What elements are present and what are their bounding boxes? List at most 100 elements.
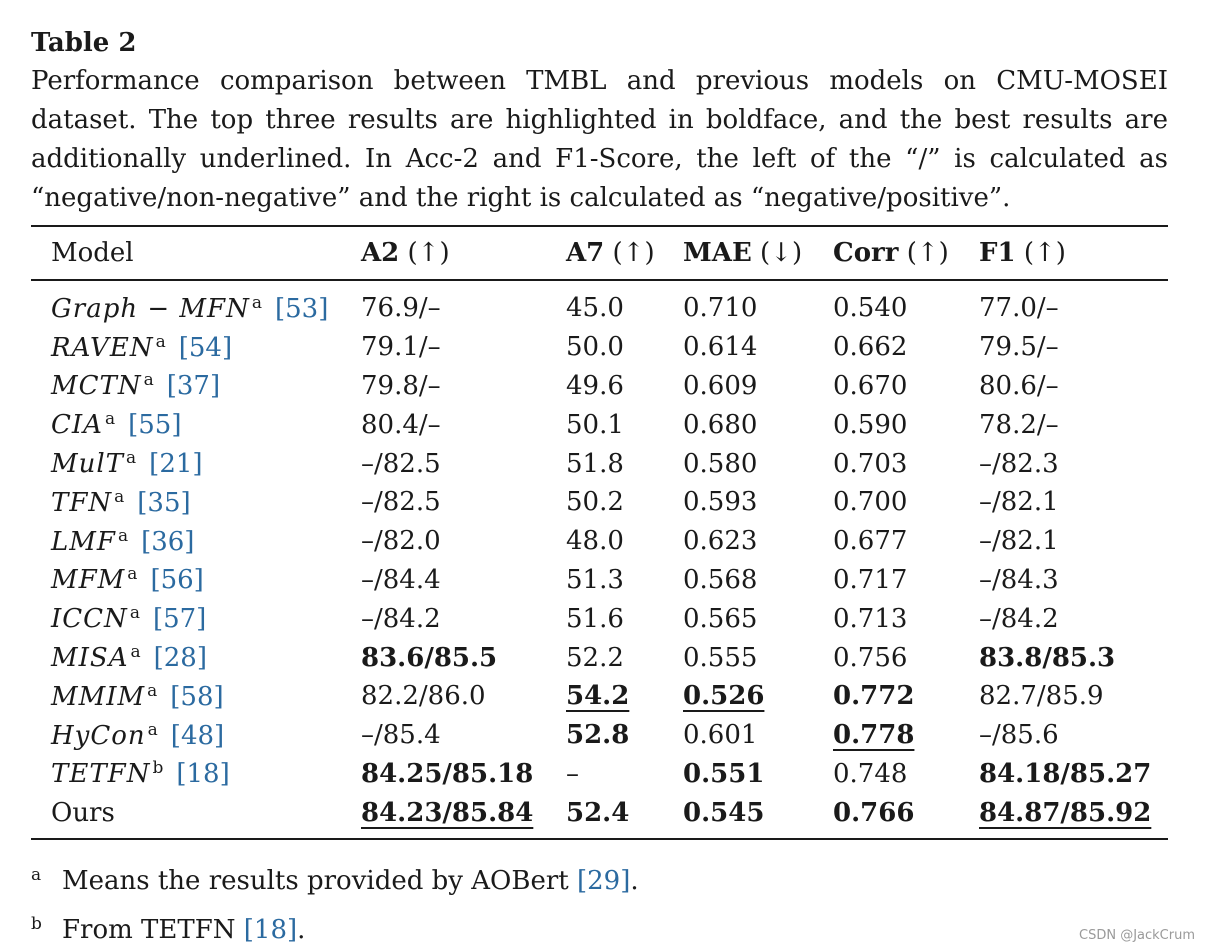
citation-link[interactable]: [37]: [166, 371, 221, 402]
table-title: Table 2: [31, 28, 137, 58]
mae-cell: 0.609: [683, 367, 833, 406]
corr-cell: 0.766: [833, 793, 979, 841]
table-row: HyCon a [48] –/85.4 52.8 0.601 0.778 –/85.6: [31, 716, 1168, 755]
cell-value: 51.3: [566, 564, 624, 595]
cell-value: 52.4: [566, 797, 630, 828]
cell-value: –/82.1: [979, 526, 1059, 557]
cell-value: –/82.3: [979, 448, 1059, 479]
corr-cell: 0.540: [833, 280, 979, 328]
model-cell: Ours: [31, 793, 361, 841]
citation-link[interactable]: [18]: [176, 759, 230, 790]
watermark: CSDN @JackCrum: [1079, 928, 1195, 943]
cell-value: 84.18/85.27: [979, 758, 1152, 789]
cell-value: 51.6: [566, 603, 624, 634]
cell-value: –/84.3: [979, 564, 1059, 595]
corr-cell: 0.748: [833, 755, 979, 794]
table-row: LMF a [36] –/82.0 48.0 0.623 0.677 –/82.1: [31, 522, 1168, 561]
footnote-marker: a: [147, 719, 158, 740]
footnote-marker: a: [104, 409, 116, 430]
cell-value: –: [566, 758, 579, 789]
footnote-marker: b: [152, 758, 164, 779]
citation-link[interactable]: [57]: [152, 604, 207, 635]
cell-value: –/82.0: [361, 526, 441, 557]
f1-cell: 83.8/85.3: [979, 638, 1168, 677]
citation-link[interactable]: [29]: [576, 866, 631, 897]
cell-value: 0.623: [683, 526, 758, 557]
model-name: LMF: [51, 526, 116, 557]
f1-cell: –/82.1: [979, 483, 1168, 522]
citation-link[interactable]: [18]: [243, 915, 298, 946]
cell-value: 0.778: [833, 720, 915, 751]
table-row: Graph − MFN a [53] 76.9/– 45.0 0.710 0.540 77.…: [31, 280, 1168, 328]
cell-value: –/82.5: [361, 487, 441, 518]
cell-value: 0.662: [833, 332, 908, 363]
cell-value: 52.8: [566, 720, 630, 751]
model-name: MCTN: [51, 371, 142, 402]
mae-cell: 0.680: [683, 405, 833, 444]
header-f1: F1 (↑): [979, 225, 1168, 281]
a7-cell: 52.2: [566, 638, 683, 677]
header-row: Model A2 (↑) A7 (↑) MAE (↓) Corr (↑) F1 …: [31, 225, 1168, 281]
cell-value: 0.700: [833, 487, 908, 518]
a7-cell: 51.8: [566, 444, 683, 483]
cell-value: 82.7/85.9: [979, 681, 1104, 712]
header-corr: Corr (↑): [833, 225, 979, 281]
model-cell: MMIM a [58]: [31, 677, 361, 716]
cell-value: 79.1/–: [361, 332, 441, 363]
cell-value: 50.0: [566, 332, 624, 363]
citation-link[interactable]: [54]: [178, 332, 233, 363]
cell-value: 0.580: [683, 448, 758, 479]
citation-link[interactable]: [53]: [274, 293, 329, 324]
citation-link[interactable]: [58]: [170, 681, 224, 712]
results-table: Model A2 (↑) A7 (↑) MAE (↓) Corr (↑) F1 …: [31, 225, 1168, 841]
footnote-marker: a: [147, 680, 158, 701]
a7-cell: 54.2: [566, 677, 683, 716]
model-cell: LMF a [36]: [31, 522, 361, 561]
a7-cell: 50.2: [566, 483, 683, 522]
corr-cell: 0.772: [833, 677, 979, 716]
citation-link[interactable]: [55]: [128, 410, 182, 441]
cell-value: 0.555: [683, 642, 758, 673]
a2-cell: 84.23/85.84: [361, 793, 566, 841]
citation-link[interactable]: [36]: [141, 526, 195, 557]
cell-value: 0.540: [833, 293, 908, 324]
a2-cell: –/84.2: [361, 599, 566, 638]
table-row: ICCN a [57] –/84.2 51.6 0.565 0.713 –/84.2: [31, 599, 1168, 638]
citation-link[interactable]: [35]: [137, 487, 191, 518]
f1-cell: 77.0/–: [979, 280, 1168, 328]
model-name: MMIM: [51, 681, 146, 712]
header-mae: MAE (↓): [683, 225, 833, 281]
mae-cell: 0.545: [683, 793, 833, 841]
cell-value: 83.8/85.3: [979, 642, 1116, 673]
footnote-marker: a: [117, 525, 129, 546]
a7-cell: 45.0: [566, 280, 683, 328]
cell-value: 50.2: [566, 487, 624, 518]
citation-link[interactable]: [48]: [170, 720, 225, 751]
footnote-marker: a: [31, 865, 42, 886]
mae-cell: 0.593: [683, 483, 833, 522]
cell-value: 0.713: [833, 603, 908, 634]
table-row: MCTN a [37] 79.8/– 49.6 0.609 0.670 80.6/–: [31, 367, 1168, 406]
a7-cell: 49.6: [566, 367, 683, 406]
cell-value: 0.703: [833, 448, 908, 479]
table-row: CIA a [55] 80.4/– 50.1 0.680 0.590 78.2/–: [31, 405, 1168, 444]
cell-value: –/84.2: [361, 603, 441, 634]
cell-value: 49.6: [566, 370, 624, 401]
model-cell: ICCN a [57]: [31, 599, 361, 638]
cell-value: 54.2: [566, 681, 630, 712]
citation-link[interactable]: [28]: [153, 643, 207, 674]
mae-cell: 0.526: [683, 677, 833, 716]
cell-value: 0.614: [683, 332, 758, 363]
footnote-marker: a: [127, 564, 138, 585]
a7-cell: 50.1: [566, 405, 683, 444]
cell-value: 80.4/–: [361, 409, 441, 440]
corr-cell: 0.670: [833, 367, 979, 406]
f1-cell: 84.18/85.27: [979, 755, 1168, 794]
model-cell: MulT a [21]: [31, 444, 361, 483]
cell-value: 84.25/85.18: [361, 758, 534, 789]
mae-cell: 0.580: [683, 444, 833, 483]
mae-cell: 0.551: [683, 755, 833, 794]
a7-cell: 48.0: [566, 522, 683, 561]
citation-link[interactable]: [21]: [149, 449, 203, 480]
citation-link[interactable]: [56]: [150, 565, 204, 596]
